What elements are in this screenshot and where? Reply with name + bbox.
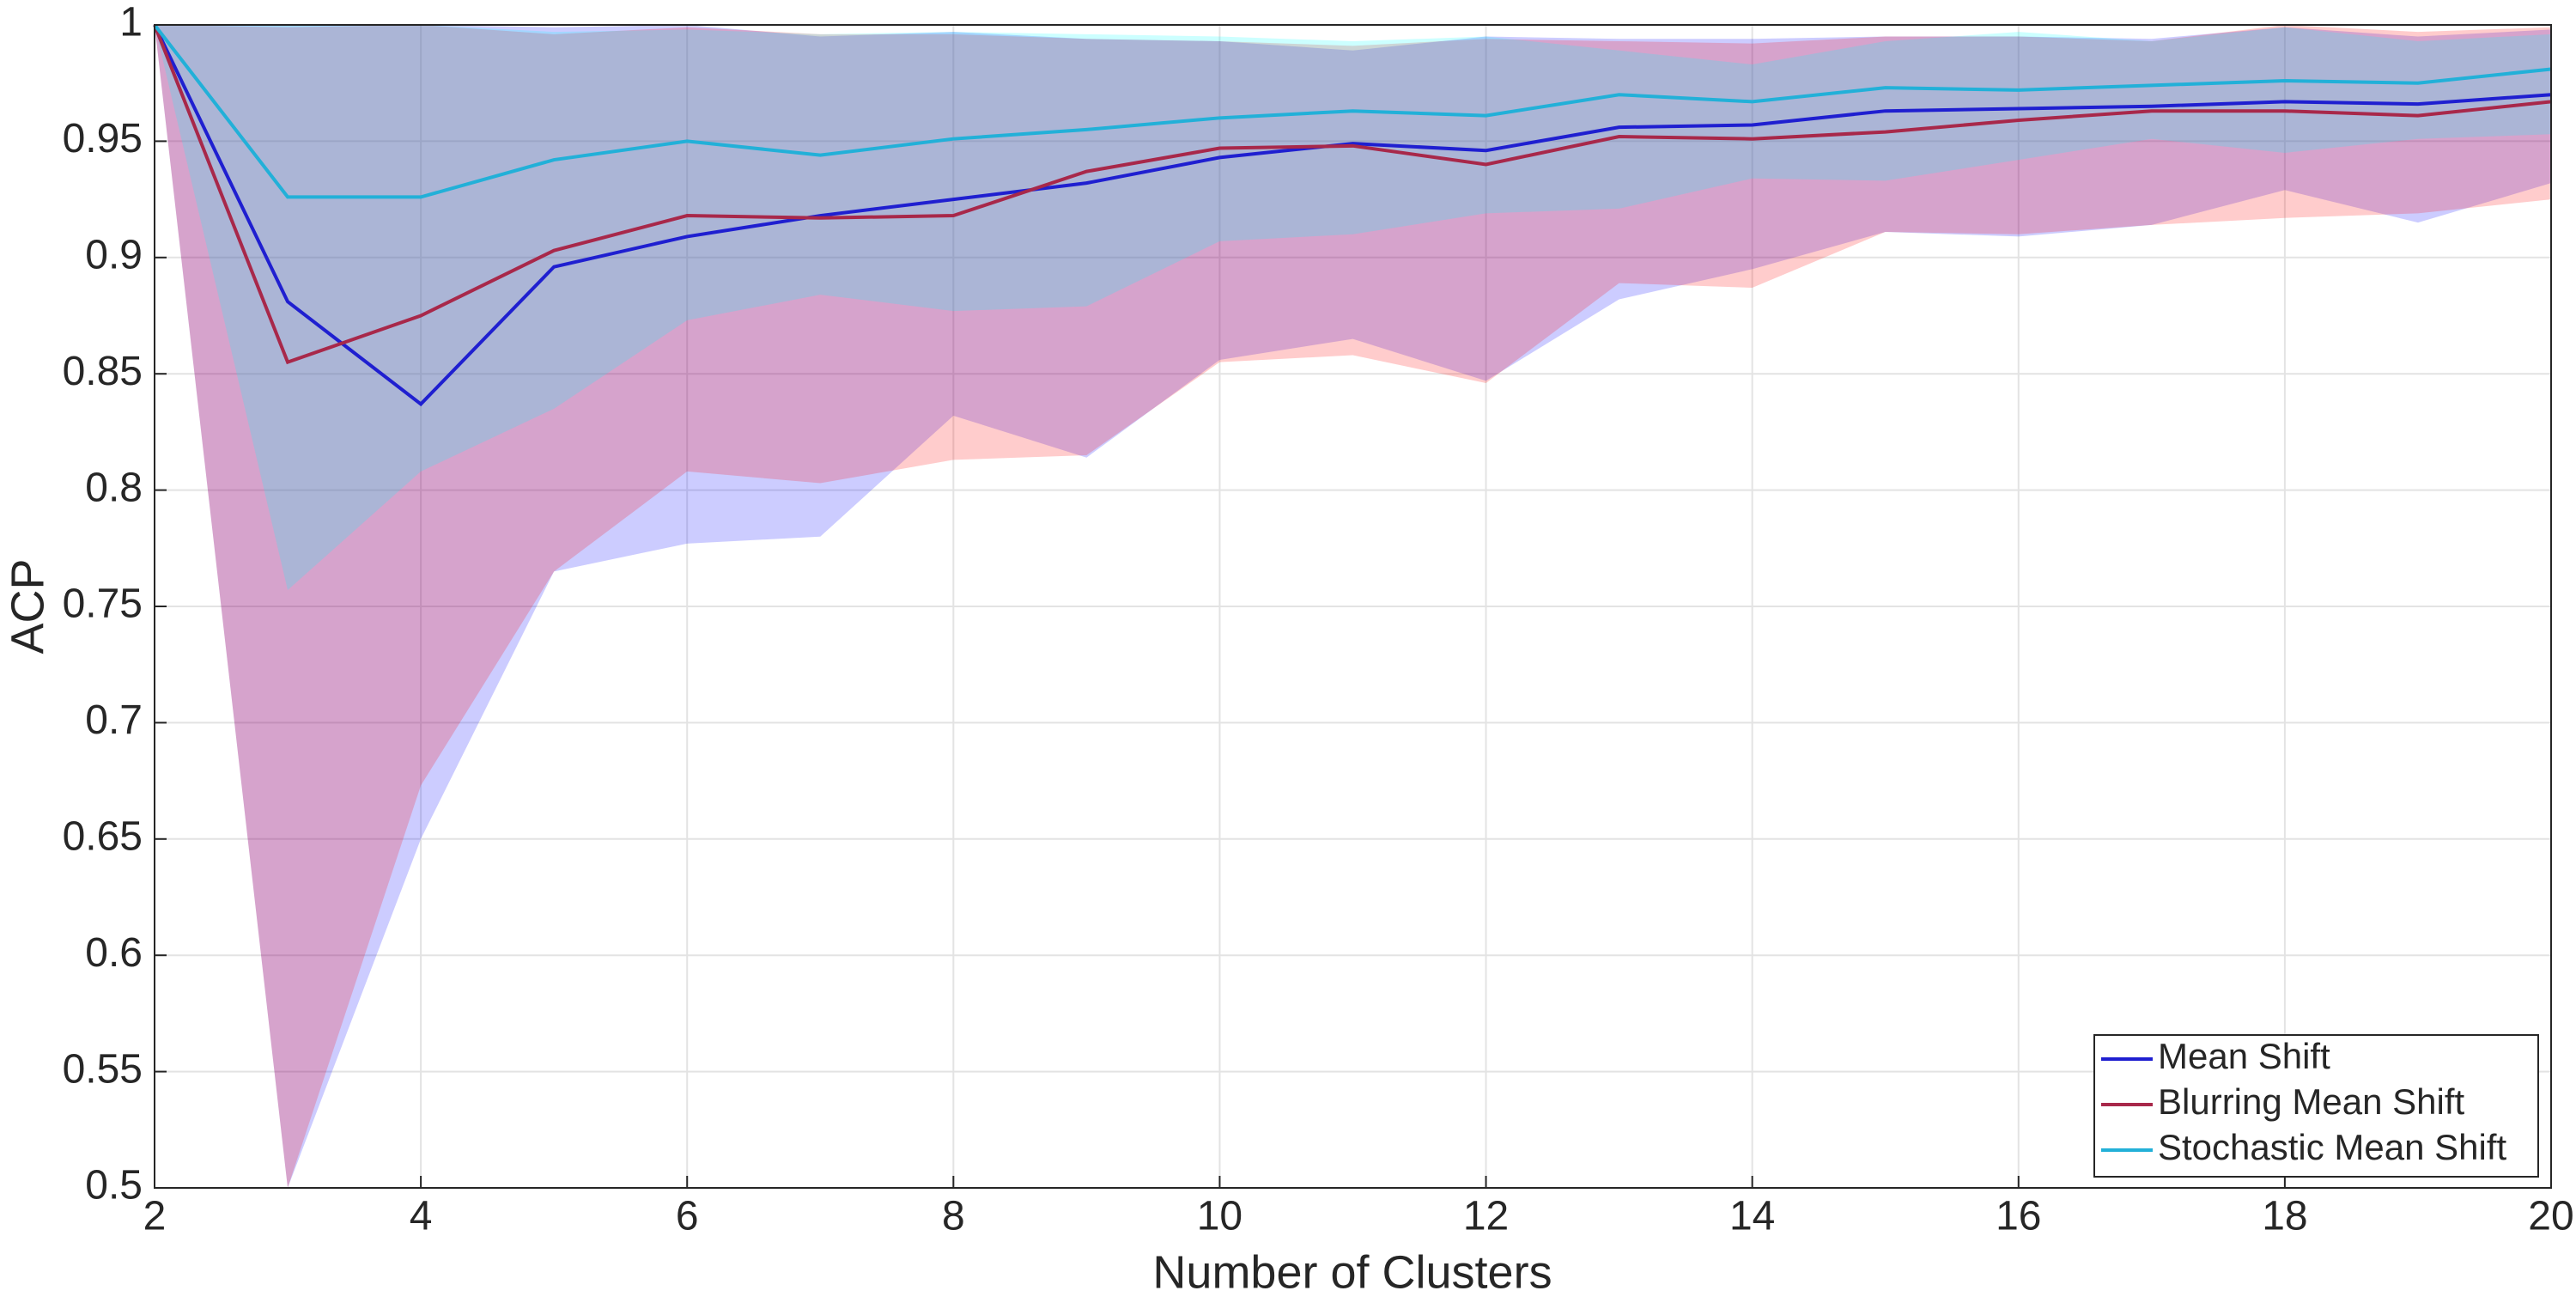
x-tick-label: 16 bbox=[1996, 1194, 2041, 1239]
x-axis-label: Number of Clusters bbox=[1152, 1246, 1552, 1298]
x-tick-label: 2 bbox=[143, 1194, 167, 1239]
legend-label: Blurring Mean Shift bbox=[2158, 1081, 2464, 1122]
y-axis-label: ACP bbox=[2, 558, 53, 654]
band bbox=[155, 25, 2551, 1188]
y-tick-label: 0.85 bbox=[63, 349, 143, 394]
y-tick-label: 0.75 bbox=[63, 581, 143, 627]
x-tick-label: 14 bbox=[1729, 1194, 1775, 1239]
x-tick-label: 4 bbox=[410, 1194, 433, 1239]
legend-label: Mean Shift bbox=[2158, 1036, 2330, 1076]
legend-box bbox=[2093, 1034, 2539, 1178]
line bbox=[153, 24, 2552, 407]
y-tick-label: 0.95 bbox=[63, 116, 143, 161]
y-tick-label: 0.6 bbox=[85, 930, 143, 976]
line bbox=[153, 24, 2552, 365]
x-tick-label: 6 bbox=[676, 1194, 699, 1239]
y-tick-label: 1 bbox=[119, 0, 143, 46]
band bbox=[155, 25, 2551, 591]
plot-frame bbox=[154, 24, 2552, 1189]
y-tick-label: 0.8 bbox=[85, 465, 143, 510]
x-tick-label: 10 bbox=[1197, 1194, 1242, 1239]
band bbox=[155, 25, 2551, 1188]
line bbox=[153, 23, 2552, 199]
x-tick-label: 18 bbox=[2262, 1194, 2307, 1239]
y-tick-label: 0.65 bbox=[63, 813, 143, 859]
x-tick-label: 20 bbox=[2528, 1194, 2573, 1239]
legend-label: Stochastic Mean Shift bbox=[2158, 1127, 2507, 1167]
x-tick-label: 12 bbox=[1463, 1194, 1509, 1239]
x-tick-label: 8 bbox=[942, 1194, 965, 1239]
y-tick-label: 0.7 bbox=[85, 697, 143, 743]
y-tick-label: 0.5 bbox=[85, 1163, 143, 1209]
y-tick-label: 0.9 bbox=[85, 232, 143, 277]
y-tick-label: 0.55 bbox=[63, 1046, 143, 1092]
